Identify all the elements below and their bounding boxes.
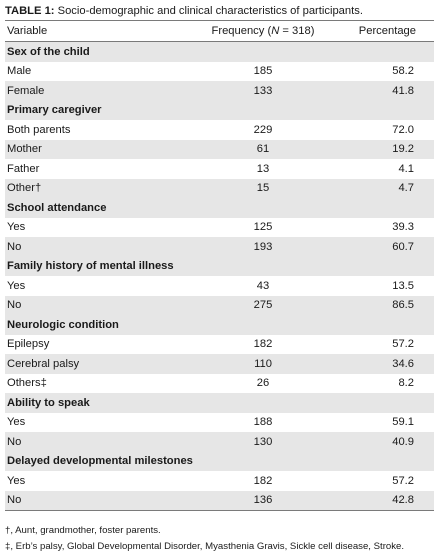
group-header-row: Neurologic condition [5, 315, 434, 335]
row-percentage: 4.7 [329, 178, 434, 198]
group-title: School attendance [5, 198, 434, 218]
header-frequency-n: N [271, 25, 280, 37]
row-label: Mother [5, 139, 195, 159]
row-label: Other† [5, 178, 195, 198]
row-percentage: 19.2 [329, 139, 434, 159]
group-title: Ability to speak [5, 393, 434, 413]
row-percentage: 8.2 [398, 377, 414, 390]
row-percentage: 72.0 [392, 123, 414, 136]
footnote-double-dagger: ‡, Erb’s palsy, Global Developmental Dis… [5, 541, 405, 552]
table-row: Other† 15 4.7 [5, 178, 434, 198]
row-label: No [5, 295, 195, 315]
row-label: Others‡ [7, 377, 47, 390]
row-percentage: 39.3 [392, 221, 414, 234]
caption-label: TABLE 1: [5, 5, 55, 17]
row-percentage: 86.5 [329, 295, 434, 315]
table-row: Yes 125 39.3 [5, 218, 434, 238]
row-frequency: 182 [253, 474, 273, 487]
row-percentage: 59.1 [392, 416, 414, 429]
row-frequency: 15 [195, 178, 329, 198]
row-percentage: 42.8 [329, 490, 434, 511]
table-row: No 130 40.9 [5, 432, 434, 452]
group-title: Delayed developmental milestones [5, 451, 434, 471]
row-frequency: 133 [195, 81, 329, 101]
row-label: No [5, 490, 195, 511]
table-row: Epilepsy 182 57.2 [5, 335, 434, 355]
row-label: Yes [7, 416, 26, 429]
header-variable: Variable [5, 21, 195, 42]
row-frequency: 188 [253, 416, 273, 429]
row-label: Yes [7, 279, 26, 292]
header-frequency-prefix: Frequency ( [211, 25, 272, 37]
footnote-dagger: †, Aunt, grandmother, foster parents. [5, 525, 161, 536]
row-percentage: 57.2 [392, 474, 414, 487]
group-title: Neurologic condition [5, 315, 434, 335]
table-row: Others‡ 26 8.2 [5, 374, 434, 394]
table-body: Sex of the child Male 185 58.2 Female 133 41.8… [5, 41, 434, 511]
row-percentage: 4.1 [398, 162, 414, 175]
row-label: No [5, 432, 195, 452]
table-row: Male 185 58.2 [5, 62, 434, 82]
row-label: Yes [7, 474, 26, 487]
table-row: Mother 61 19.2 [5, 139, 434, 159]
row-percentage: 41.8 [329, 81, 434, 101]
table-row: Yes 182 57.2 [5, 471, 434, 491]
row-frequency: 61 [195, 139, 329, 159]
table-row: Father 13 4.1 [5, 159, 434, 179]
row-frequency: 43 [256, 279, 270, 292]
row-percentage: 57.2 [392, 338, 414, 351]
group-header-row: Family history of mental illness [5, 256, 434, 276]
row-frequency: 13 [256, 162, 270, 175]
row-label: Male [7, 65, 32, 78]
caption-text: Socio-demographic and clinical character… [54, 5, 363, 17]
row-label: Epilepsy [7, 338, 50, 351]
row-frequency: 110 [195, 354, 329, 374]
table-row: Cerebral palsy 110 34.6 [5, 354, 434, 374]
header-percentage: Percentage [329, 21, 434, 42]
table-row: Female 133 41.8 [5, 81, 434, 101]
group-header-row: Delayed developmental milestones [5, 451, 434, 471]
header-frequency-suffix: = 318) [279, 25, 315, 37]
row-frequency: 193 [195, 237, 329, 257]
row-label: Female [5, 81, 195, 101]
row-percentage: 34.6 [329, 354, 434, 374]
characteristics-table: Variable Frequency (N = 318) Percentage … [5, 21, 434, 511]
group-title: Primary caregiver [5, 100, 434, 120]
row-frequency: 275 [195, 295, 329, 315]
row-frequency: 130 [195, 432, 329, 452]
row-frequency: 185 [253, 65, 273, 78]
row-label: Both parents [7, 123, 71, 136]
row-label: No [5, 237, 195, 257]
group-title: Family history of mental illness [5, 256, 434, 276]
row-label: Yes [7, 221, 26, 234]
row-label: Cerebral palsy [5, 354, 195, 374]
table-footnotes: †, Aunt, grandmother, foster parents. ‡,… [5, 523, 434, 555]
row-frequency: 26 [256, 377, 270, 390]
row-label: Father [7, 162, 40, 175]
group-title: Sex of the child [5, 41, 434, 62]
row-percentage: 40.9 [329, 432, 434, 452]
table-row: Both parents 229 72.0 [5, 120, 434, 140]
row-percentage: 58.2 [392, 65, 414, 78]
row-frequency: 125 [253, 221, 273, 234]
table-row: No 136 42.8 [5, 490, 434, 511]
group-header-row: Primary caregiver [5, 100, 434, 120]
table-row: No 193 60.7 [5, 237, 434, 257]
row-frequency: 136 [195, 490, 329, 511]
group-header-row: Sex of the child [5, 41, 434, 62]
group-header-row: School attendance [5, 198, 434, 218]
table-header-row: Variable Frequency (N = 318) Percentage [5, 21, 434, 42]
row-percentage: 13.5 [392, 279, 414, 292]
row-percentage: 60.7 [329, 237, 434, 257]
row-frequency: 229 [253, 123, 273, 136]
table-caption: TABLE 1: Socio-demographic and clinical … [5, 4, 434, 21]
table-row: No 275 86.5 [5, 295, 434, 315]
header-frequency: Frequency (N = 318) [195, 21, 329, 42]
table-row: Yes 43 13.5 [5, 276, 434, 296]
row-frequency: 182 [253, 338, 273, 351]
table-row: Yes 188 59.1 [5, 413, 434, 433]
group-header-row: Ability to speak [5, 393, 434, 413]
